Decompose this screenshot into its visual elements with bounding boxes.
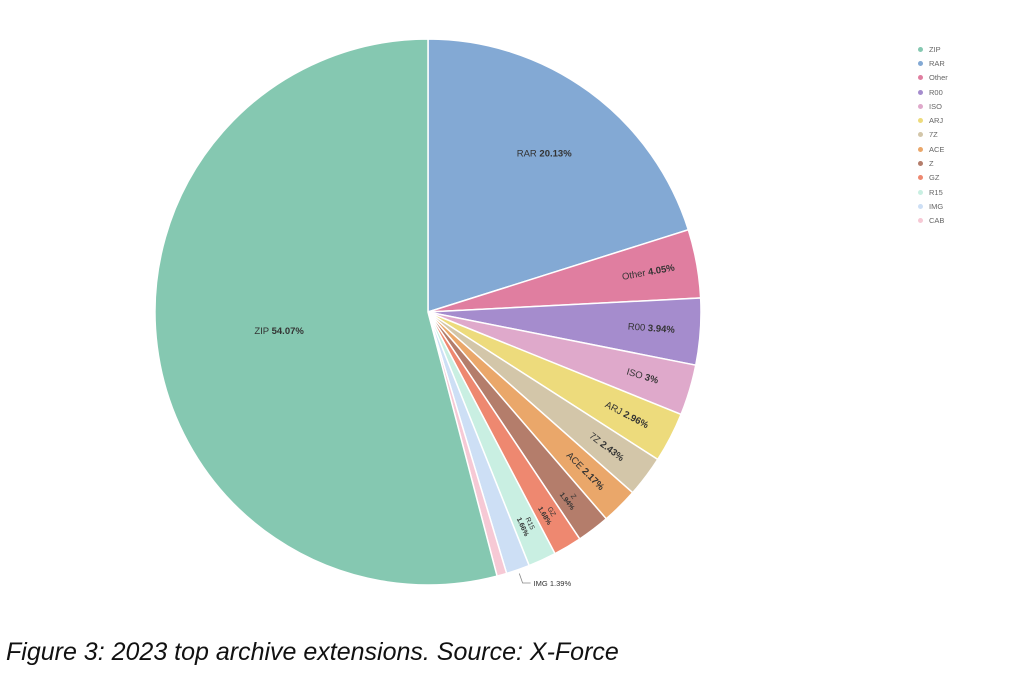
legend-swatch — [918, 103, 923, 109]
legend-item-iso: ISO — [918, 99, 948, 113]
legend-label: Z — [929, 159, 934, 169]
legend-item-arj: ARJ — [918, 113, 948, 127]
legend-swatch — [918, 189, 923, 195]
slice-label-other: Other 4.05% — [621, 262, 676, 282]
legend-label: ZIP — [929, 44, 941, 54]
legend-item-gz: GZ — [918, 171, 948, 185]
legend-item-r15: R15 — [918, 185, 948, 199]
legend-item-zip: ZIP — [918, 42, 948, 56]
legend-label: GZ — [929, 173, 940, 183]
legend-swatch — [918, 146, 923, 152]
legend-label: RAR — [929, 58, 945, 68]
legend-label: Other — [929, 73, 948, 83]
legend-item-img: IMG — [918, 199, 948, 213]
pie-slice-rar — [427, 38, 690, 314]
figure-caption: Figure 3: 2023 top archive extensions. S… — [6, 638, 619, 666]
legend-label: IMG — [929, 201, 944, 211]
slice-label-zip: ZIP 54.07% — [254, 326, 304, 337]
slice-label-iso: ISO 3% — [625, 366, 660, 386]
legend-label: 7Z — [929, 130, 938, 140]
legend-swatch — [918, 118, 923, 124]
legend-label: R00 — [929, 87, 943, 97]
legend-swatch — [918, 46, 923, 52]
slice-label-rar: RAR 20.13% — [517, 148, 572, 159]
legend-swatch — [918, 132, 923, 138]
legend-swatch — [918, 218, 923, 224]
legend-swatch — [918, 161, 923, 167]
legend-item-rar: RAR — [918, 56, 948, 70]
legend-item-ace: ACE — [918, 142, 948, 156]
legend-label: ACE — [929, 144, 945, 154]
legend-swatch — [918, 89, 923, 95]
legend-item-cab: CAB — [918, 214, 948, 228]
legend-swatch — [918, 203, 923, 209]
legend-label: CAB — [929, 216, 945, 226]
legend-swatch — [918, 175, 923, 181]
legend-label: R15 — [929, 187, 943, 197]
legend-item-z: Z — [918, 156, 948, 170]
legend-item-r00: R00 — [918, 85, 948, 99]
leader-line-img — [518, 573, 531, 584]
legend: ZIP RAR Other R00 ISO ARJ 7Z ACE Z GZ R15 IMG CAB — [918, 42, 948, 228]
slice-label-r00: R00 3.94% — [627, 321, 675, 335]
legend-label: ARJ — [929, 116, 944, 126]
slice-label-img: IMG 1.39% — [534, 579, 572, 588]
pie-slice-zip — [154, 38, 498, 586]
legend-item-other: Other — [918, 71, 948, 85]
legend-swatch — [918, 60, 923, 66]
legend-label: ISO — [929, 101, 942, 111]
legend-swatch — [918, 75, 923, 81]
legend-item-7z: 7Z — [918, 128, 948, 142]
